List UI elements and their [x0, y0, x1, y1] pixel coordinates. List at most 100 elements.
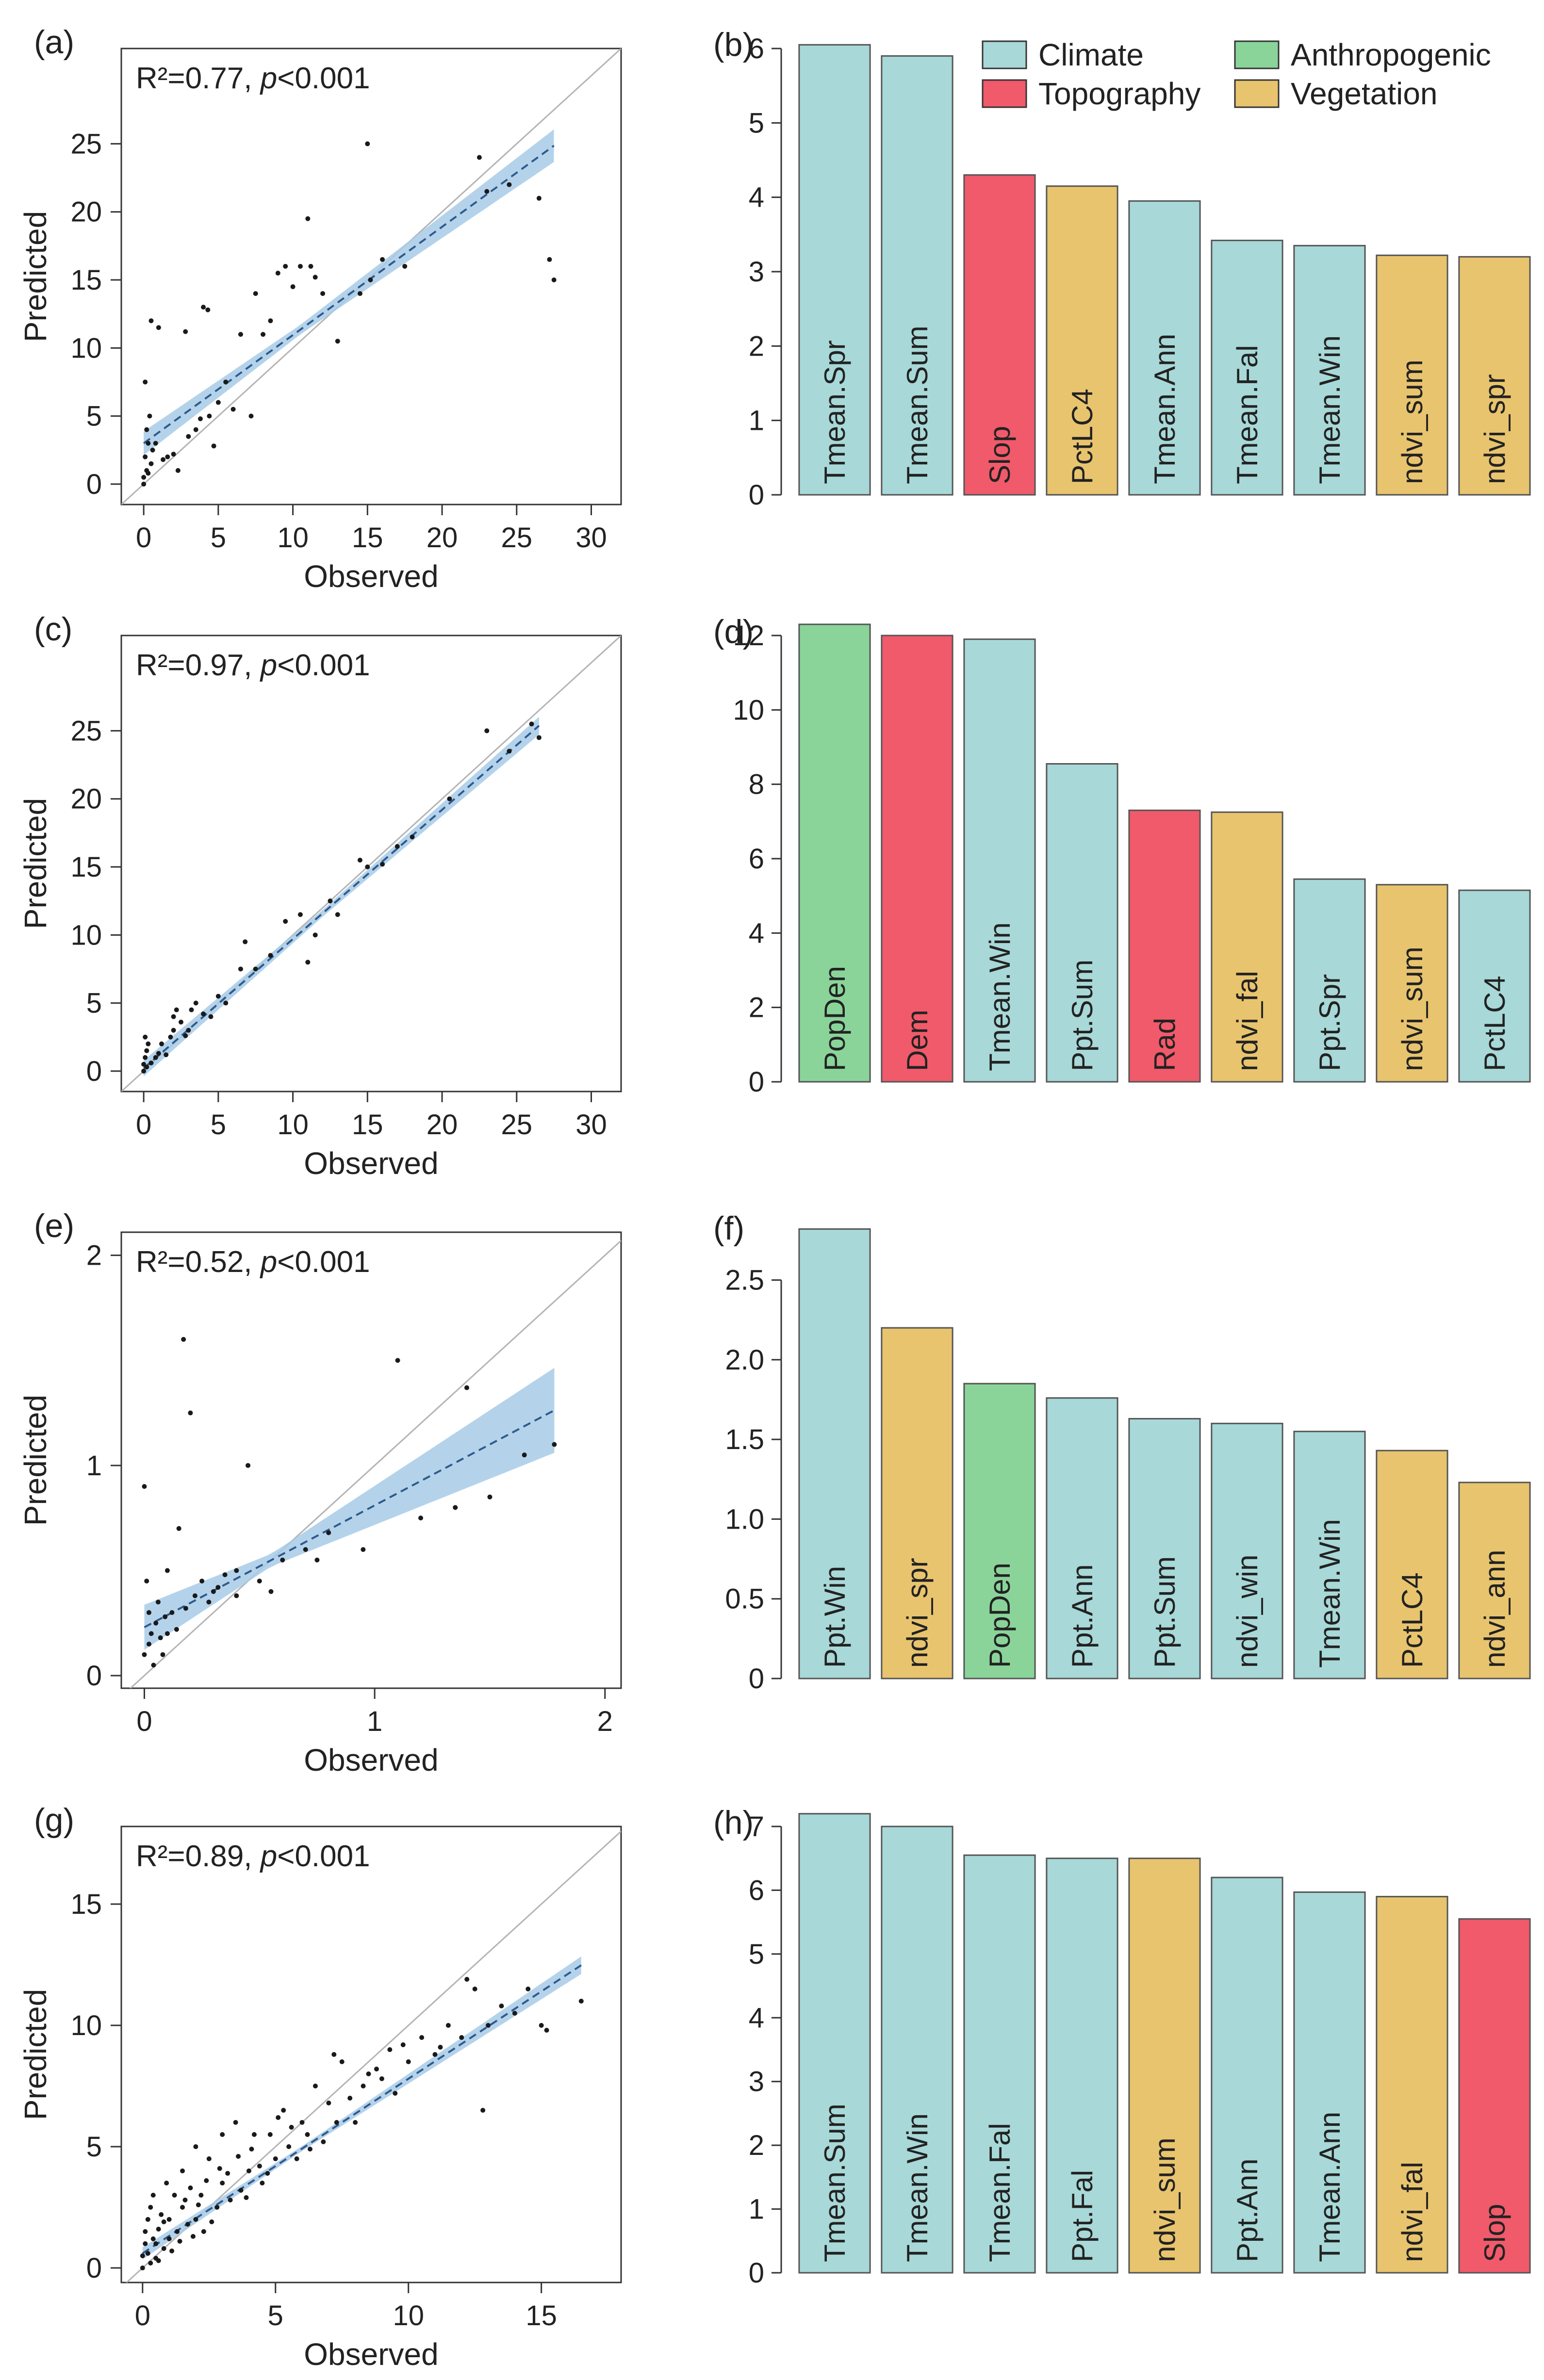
data-point — [164, 1631, 170, 1636]
bar-label: Slop — [984, 426, 1016, 484]
data-point — [171, 1027, 176, 1033]
data-point — [174, 1627, 179, 1632]
y-tick-label: 5 — [86, 2131, 102, 2163]
data-point — [459, 2035, 464, 2040]
legend-label-topography: Topography — [1038, 76, 1200, 111]
data-point — [464, 1977, 470, 1982]
data-point — [141, 1068, 147, 1074]
bar-Ppt.Ann — [1211, 1876, 1283, 2274]
data-point — [522, 1452, 527, 1458]
y-tick-label: 15 — [70, 851, 102, 883]
y-tick-label: 0 — [749, 1066, 764, 1098]
data-point — [143, 1034, 148, 1040]
data-point — [335, 339, 340, 344]
x-tick-label: 10 — [277, 522, 309, 554]
data-point — [204, 2178, 209, 2183]
data-point — [238, 966, 243, 972]
y-tick-label: 5 — [86, 401, 102, 432]
bar-label: Ppt.Fal — [1066, 2170, 1099, 2262]
bar-PctLC4 — [1458, 889, 1531, 1083]
y-tick-label: 2.0 — [725, 1344, 764, 1376]
data-point — [150, 447, 155, 453]
y-tick-label: 6 — [749, 1875, 764, 1906]
data-point — [365, 864, 370, 870]
y-axis-label: Predicted — [18, 798, 53, 929]
data-point — [143, 2241, 148, 2246]
bar-label: ndvi_spr — [1478, 374, 1511, 484]
data-point — [177, 2239, 182, 2244]
data-point — [143, 2229, 148, 2234]
data-point — [144, 427, 149, 432]
data-point — [297, 912, 303, 917]
data-point — [146, 1610, 151, 1615]
data-point — [156, 2227, 161, 2232]
data-point — [290, 284, 296, 290]
data-point — [220, 2132, 225, 2137]
data-point — [144, 1579, 149, 1584]
data-point — [438, 2045, 443, 2050]
data-point — [223, 379, 229, 385]
data-point — [159, 1041, 164, 1046]
bar-label: Tmean.Spr — [819, 340, 851, 484]
data-point — [312, 2084, 318, 2088]
data-point — [163, 1614, 168, 1619]
bar-panel-f: 0 0.5 1.0 1.5 2.0 2.5 Ppt.Win ndvi_spr PopDen Ppt… — [713, 1210, 1531, 1695]
data-point — [268, 953, 273, 958]
legend-swatch-anthropogenic — [1234, 40, 1280, 69]
y-tick-label: 3 — [749, 256, 764, 288]
data-point — [419, 2035, 425, 2040]
data-point — [148, 2205, 153, 2210]
confidence-band — [142, 1956, 581, 2260]
y-tick-label: 1 — [86, 1450, 102, 1482]
legend-swatch-topography — [982, 79, 1027, 108]
bar-panel-b: 0 1 2 3 4 5 6 Tmean.Spr Tmean.Sum Slop PctLC4 Tmean… — [713, 26, 1531, 511]
bar-label: Tmean.Win — [1314, 1519, 1346, 1668]
data-point — [189, 1007, 194, 1012]
p-symbol: p — [260, 649, 277, 682]
data-point — [215, 994, 221, 999]
y-tick-label: 10 — [70, 2010, 102, 2041]
y-tick-label: 1.0 — [725, 1503, 764, 1535]
panel-label: (a) — [34, 24, 74, 61]
y-tick-label: 6 — [749, 843, 764, 875]
y-tick-label: 2 — [86, 1240, 102, 1272]
y-tick-label: 0 — [749, 2257, 764, 2289]
data-point — [476, 155, 482, 160]
bar-ndvi_fal — [1211, 811, 1283, 1083]
data-point — [190, 2234, 196, 2239]
data-point — [141, 474, 147, 480]
data-point — [299, 2120, 305, 2125]
bar-ndvi_spr — [1458, 256, 1531, 496]
data-point — [366, 2071, 371, 2076]
bar-ndvi_sum — [1376, 254, 1448, 496]
bar-label: ndvi_spr — [901, 1558, 934, 1668]
y-tick-label: 4 — [749, 182, 764, 213]
data-point — [208, 1014, 214, 1019]
data-point — [153, 440, 158, 446]
x-tick-label: 15 — [352, 1109, 383, 1141]
scatter-panel-e: 0 1 2 0 1 2 Observed Predicted R²=0.52, p<0.001 (… — [18, 1207, 622, 1777]
data-point — [188, 2185, 193, 2190]
y-tick-label: 10 — [733, 694, 764, 726]
y-tick-label: 5 — [86, 988, 102, 1019]
bar-PopDen — [798, 623, 871, 1083]
y-tick-label: 12 — [733, 620, 764, 652]
data-point — [357, 857, 362, 863]
data-point — [484, 189, 490, 194]
data-point — [487, 1494, 493, 1500]
data-point — [153, 1055, 158, 1060]
bar-label: Ppt.Sum — [1066, 960, 1099, 1071]
legend-swatch-climate — [982, 40, 1027, 69]
data-point — [353, 2120, 358, 2125]
legend: Climate Topography Anthropogenic Vegetation — [982, 37, 1491, 111]
data-point — [188, 1410, 193, 1416]
bar-label: Slop — [1478, 2204, 1511, 2262]
data-point — [161, 2246, 166, 2251]
x-tick-label: 5 — [211, 522, 226, 554]
data-point — [228, 2198, 233, 2202]
y-tick-label: 15 — [70, 1889, 102, 1920]
y-tick-label: 2 — [749, 330, 764, 362]
data-point — [174, 1007, 179, 1012]
data-point — [265, 2171, 270, 2176]
